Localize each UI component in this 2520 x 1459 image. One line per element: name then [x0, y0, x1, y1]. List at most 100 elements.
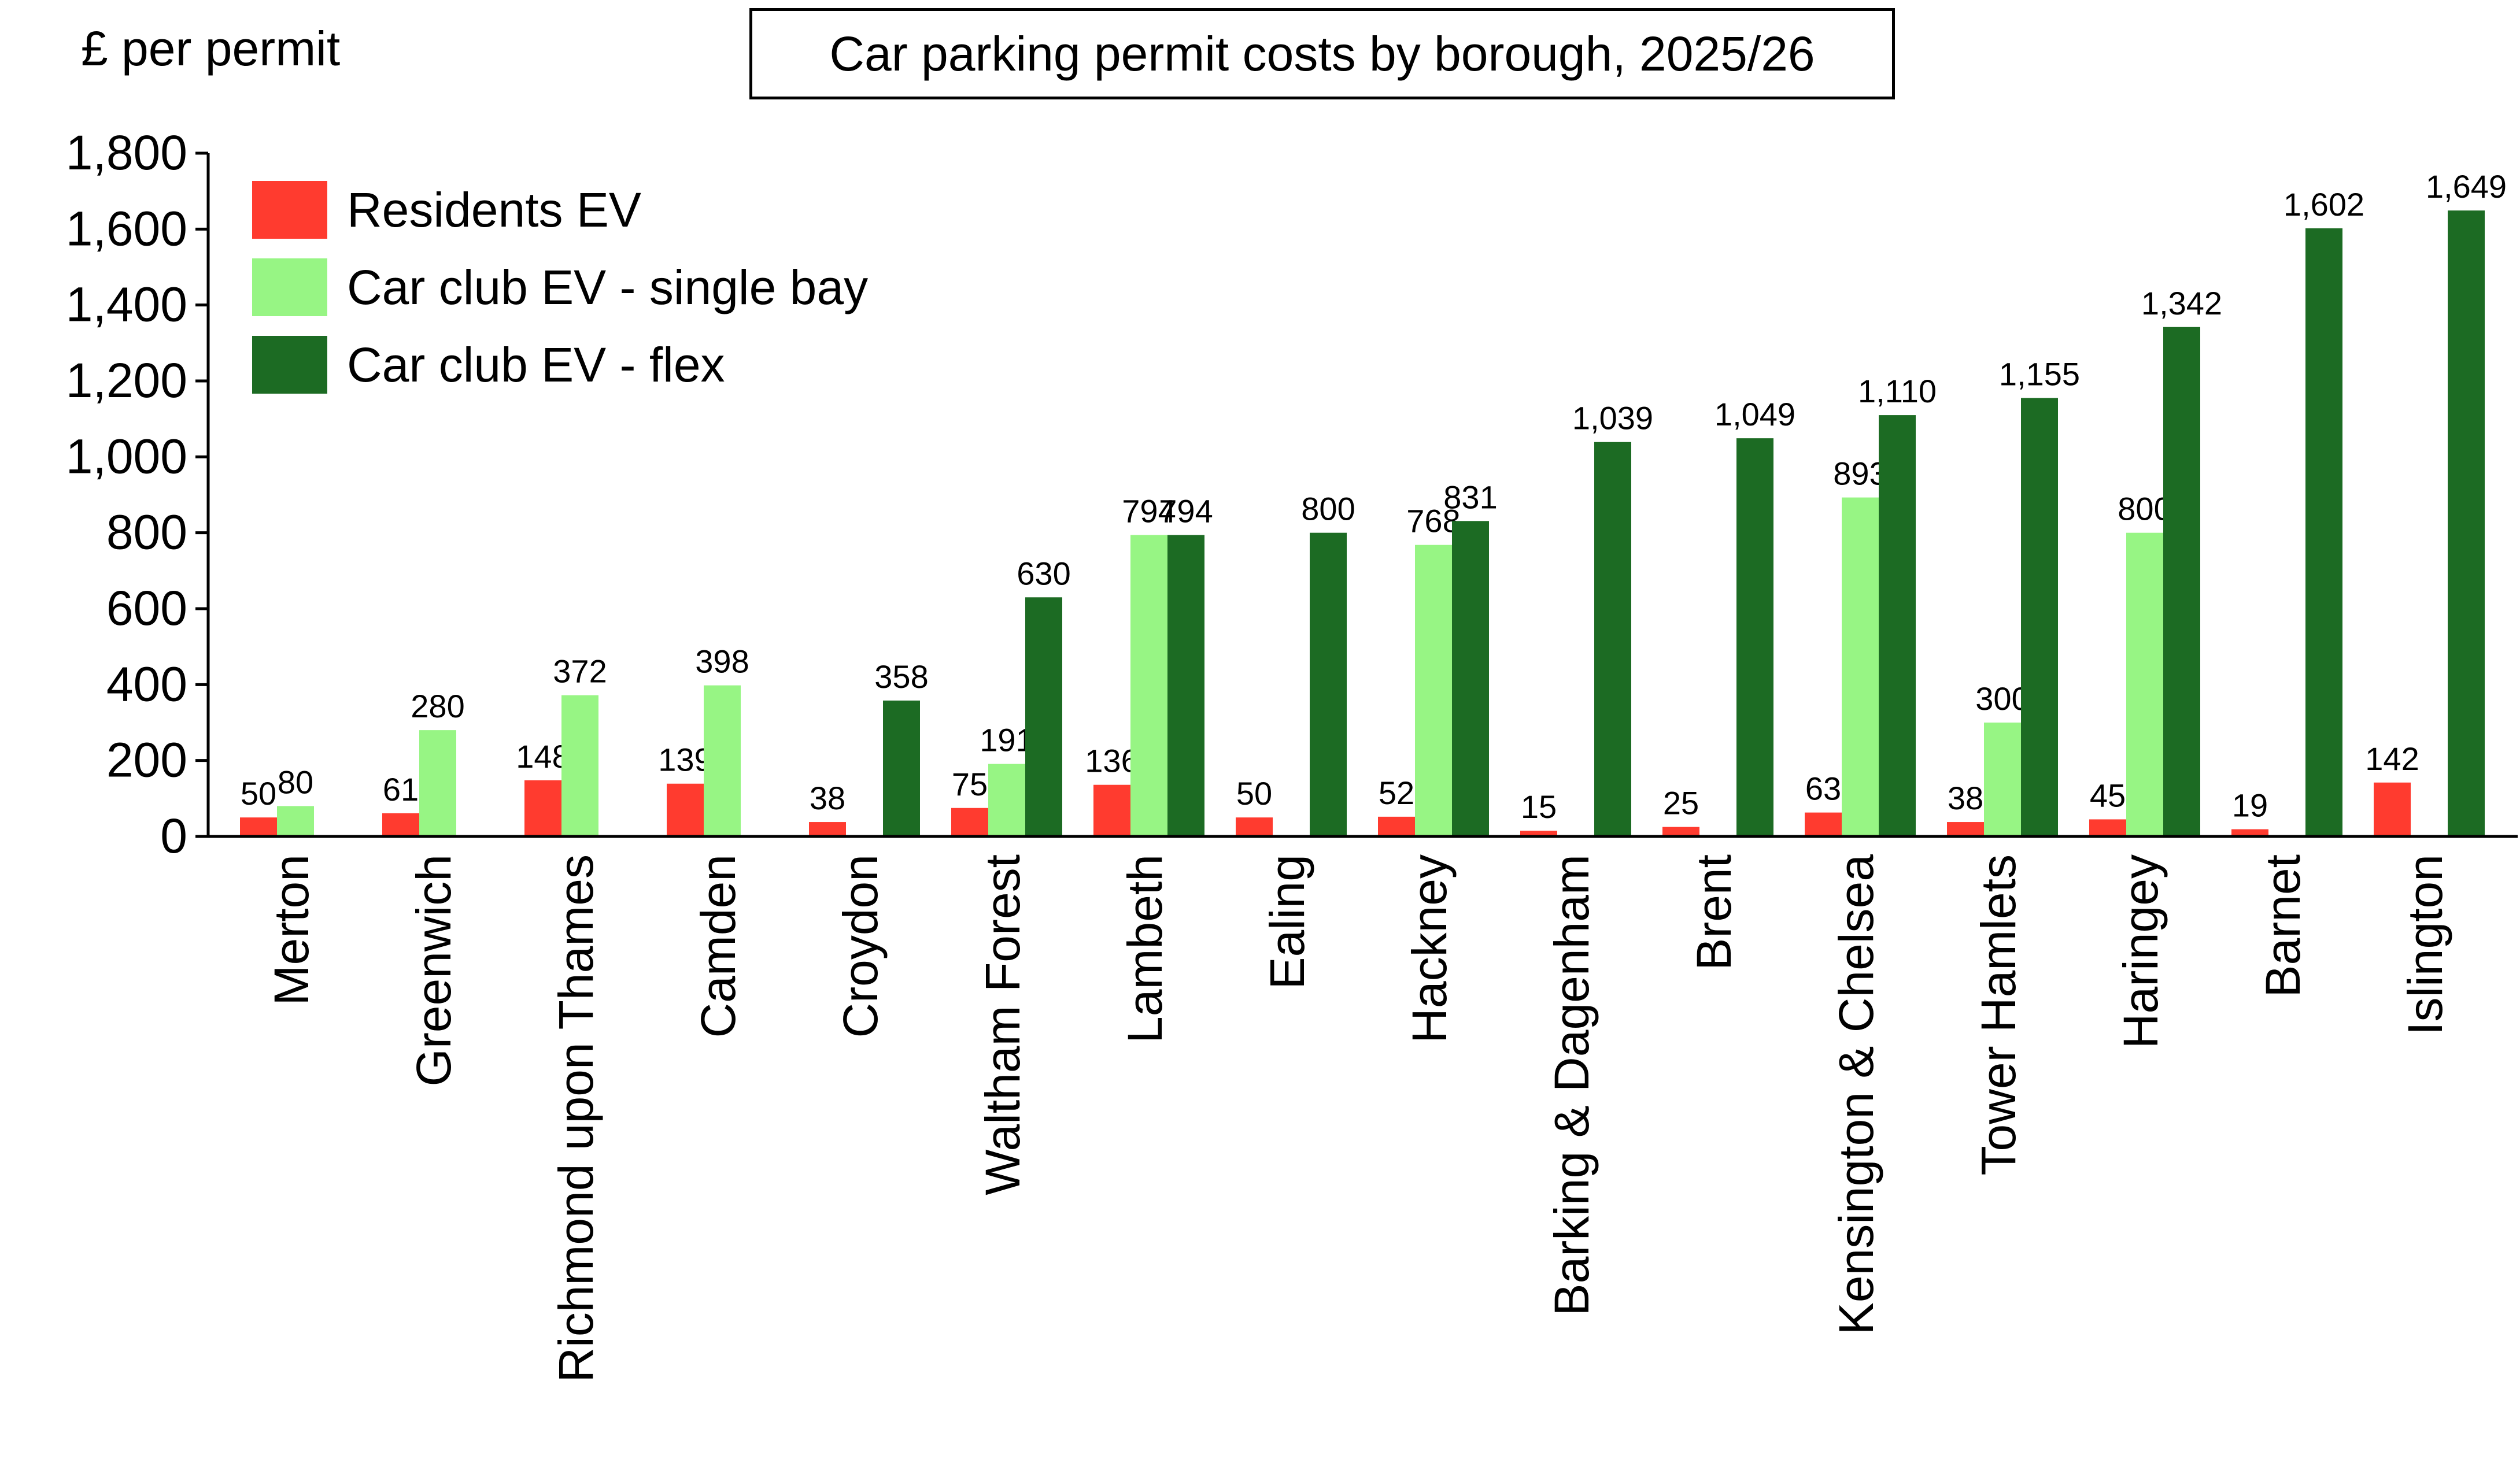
- bar: [2448, 210, 2485, 836]
- x-tick-label: Merton: [264, 854, 319, 1005]
- data-label: 45: [2090, 777, 2126, 813]
- x-tick-label: Croydon: [833, 854, 888, 1038]
- data-label: 1,342: [2141, 285, 2222, 321]
- data-label: 800: [2118, 491, 2171, 527]
- bar: [524, 780, 561, 836]
- y-tick-label: 1,600: [66, 201, 187, 255]
- legend-swatch-car-club-flex: [252, 336, 327, 394]
- data-label: 358: [874, 658, 928, 695]
- bar: [1093, 784, 1130, 836]
- data-label: 1,049: [1715, 396, 1795, 432]
- data-label: 75: [952, 766, 988, 802]
- data-label: 38: [810, 780, 845, 816]
- bar: [2163, 327, 2200, 836]
- x-tick-label: Waltham Forest: [976, 854, 1030, 1195]
- y-tick-label: 400: [106, 657, 187, 711]
- bar: [1947, 822, 1984, 836]
- data-label: 148: [516, 738, 570, 775]
- bar: [2374, 782, 2411, 836]
- data-label: 136: [1085, 743, 1139, 779]
- legend-label-car-club-flex: Car club EV - flex: [347, 338, 725, 392]
- y-tick-label: 1,000: [66, 429, 187, 483]
- x-tick-label: Tower Hamlets: [1971, 854, 2026, 1175]
- bar: [1025, 597, 1062, 836]
- bar: [704, 685, 741, 836]
- data-label: 52: [1379, 775, 1414, 811]
- bar: [382, 813, 419, 836]
- data-label: 15: [1521, 788, 1557, 825]
- y-axis-label: £ per permit: [81, 21, 341, 76]
- y-tick-label: 600: [106, 581, 187, 635]
- x-tick-label: Barnet: [2256, 854, 2310, 998]
- bar: [1662, 827, 1699, 836]
- bar: [1805, 812, 1842, 836]
- data-label: 630: [1017, 555, 1070, 591]
- data-label: 893: [1833, 456, 1887, 492]
- data-label: 1,155: [1999, 356, 2080, 392]
- data-label: 80: [278, 764, 313, 800]
- data-label: 1,039: [1572, 400, 1653, 436]
- data-label: 19: [2232, 787, 2268, 824]
- data-label: 280: [411, 688, 464, 724]
- y-tick-label: 0: [160, 809, 187, 863]
- legend-swatch-car-club-single-bay: [252, 258, 327, 316]
- data-label: 794: [1122, 493, 1176, 529]
- x-tick-label: Camden: [691, 854, 745, 1038]
- bar: [883, 700, 920, 836]
- bar: [988, 764, 1025, 836]
- bar: [1879, 415, 1916, 836]
- x-tick-label: Brent: [1687, 854, 1741, 971]
- bar: [1130, 535, 1167, 836]
- chart-title: Car parking permit costs by borough, 202…: [749, 8, 1895, 99]
- bar: [1415, 545, 1452, 836]
- x-tick-label: Hackney: [1402, 854, 1457, 1043]
- data-label: 831: [1443, 479, 1497, 515]
- y-tick-label: 1,800: [66, 125, 187, 180]
- data-label: 800: [1301, 491, 1355, 527]
- legend: Residents EV Car club EV - single bay Ca…: [252, 171, 868, 403]
- bar: [561, 695, 598, 836]
- bar: [277, 806, 314, 836]
- x-tick-label: Haringey: [2113, 854, 2168, 1049]
- data-label: 142: [2365, 740, 2419, 777]
- y-tick-label: 200: [106, 733, 187, 787]
- x-tick-label: Barking & Dagenham: [1544, 854, 1599, 1316]
- bar: [2089, 819, 2126, 836]
- bar: [1310, 532, 1347, 836]
- legend-swatch-residents-ev: [252, 181, 327, 239]
- x-tick-label: Greenwich: [407, 854, 461, 1087]
- y-tick-label: 1,200: [66, 353, 187, 408]
- bar: [1167, 535, 1204, 836]
- data-label: 1,649: [2426, 168, 2507, 205]
- bar: [1736, 438, 1773, 836]
- bar: [809, 822, 846, 836]
- bar: [2021, 398, 2058, 836]
- bar: [1452, 521, 1489, 836]
- x-tick-label: Ealing: [1260, 854, 1314, 990]
- x-tick-label: Kensington & Chelsea: [1829, 854, 1883, 1335]
- y-tick-label: 1,400: [66, 277, 187, 332]
- bar: [1594, 442, 1631, 836]
- data-label: 139: [658, 742, 712, 778]
- y-tick-label: 800: [106, 505, 187, 560]
- bar: [2126, 532, 2163, 836]
- data-label: 50: [241, 775, 276, 812]
- bar: [1520, 831, 1557, 836]
- data-label: 61: [383, 771, 419, 808]
- data-label: 372: [553, 653, 607, 690]
- bar: [419, 730, 456, 836]
- bar: [1984, 723, 2021, 836]
- data-label: 398: [695, 643, 749, 680]
- x-tick-label: Lambeth: [1118, 854, 1172, 1043]
- data-label: 794: [1159, 493, 1213, 529]
- data-label: 191: [980, 722, 1033, 758]
- data-label: 768: [1406, 503, 1460, 539]
- data-label: 1,110: [1858, 373, 1937, 409]
- data-label: 38: [1948, 780, 1983, 816]
- bar: [1842, 497, 1879, 836]
- legend-item-residents-ev: Residents EV: [252, 171, 868, 249]
- data-label: 1,602: [2283, 186, 2364, 223]
- data-label: 25: [1663, 785, 1699, 821]
